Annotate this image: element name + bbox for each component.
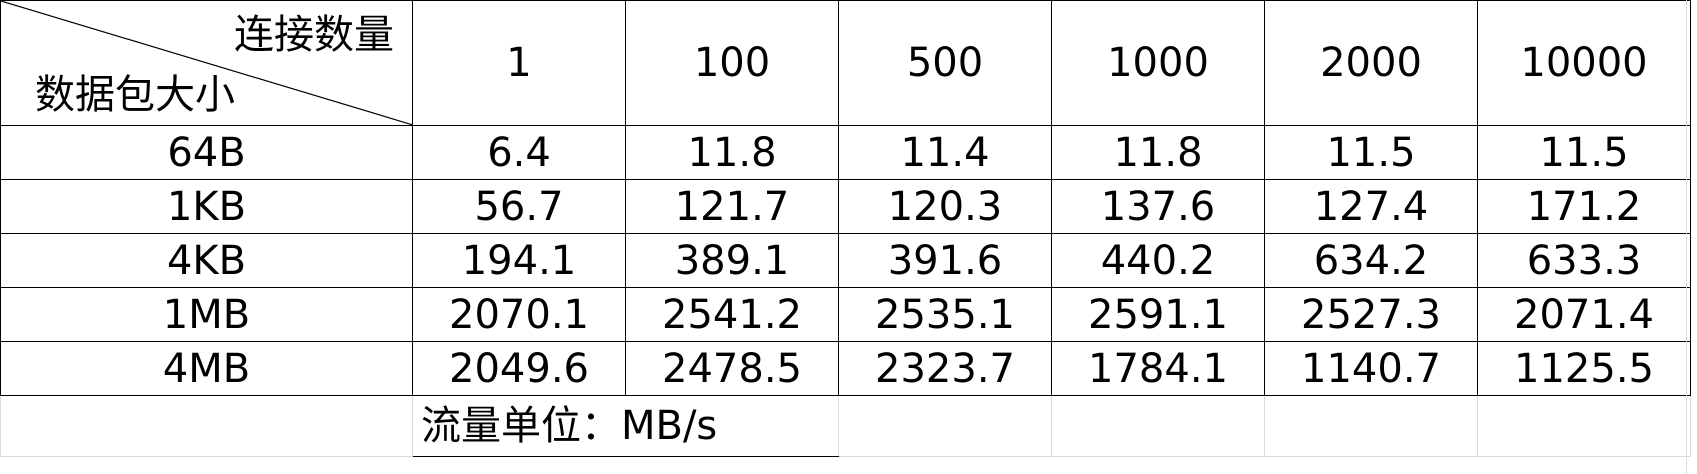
table-cell[interactable]: 56.7 [412,179,626,234]
table-row: 4MB 2049.6 2478.5 2323.7 1784.1 1140.7 1… [0,341,1691,396]
column-header[interactable]: 2000 [1264,0,1478,126]
table-cell[interactable]: 2527.3 [1264,287,1478,342]
table-row: 64B 6.4 11.8 11.4 11.8 11.5 11.5 [0,125,1691,180]
row-label[interactable]: 4KB [0,233,413,288]
row-label[interactable]: 1KB [0,179,413,234]
table-cell[interactable]: 1140.7 [1264,341,1478,396]
table-cell[interactable]: 633.3 [1477,233,1691,288]
column-header[interactable]: 1000 [1051,0,1265,126]
table-cell[interactable]: 1784.1 [1051,341,1265,396]
table-cell[interactable]: 171.2 [1477,179,1691,234]
table-cell[interactable]: 2541.2 [625,287,839,342]
table-cell[interactable]: 11.5 [1477,125,1691,180]
row-label[interactable]: 1MB [0,287,413,342]
corner-top-label: 连接数量 [234,12,394,58]
next-column-edge[interactable] [1686,0,1697,474]
table-row: 1MB 2070.1 2541.2 2535.1 2591.1 2527.3 2… [0,287,1691,342]
table-cell[interactable]: 2535.1 [838,287,1052,342]
empty-cell[interactable] [0,395,413,457]
table-cell[interactable]: 391.6 [838,233,1052,288]
column-header[interactable]: 100 [625,0,839,126]
table-cell[interactable]: 127.4 [1264,179,1478,234]
table-cell[interactable]: 389.1 [625,233,839,288]
table-cell[interactable]: 137.6 [1051,179,1265,234]
row-label[interactable]: 64B [0,125,413,180]
column-header[interactable]: 500 [838,0,1052,126]
table-cell[interactable]: 634.2 [1264,233,1478,288]
table-cell[interactable]: 2049.6 [412,341,626,396]
corner-bottom-label: 数据包大小 [35,72,235,118]
table-cell[interactable]: 2071.4 [1477,287,1691,342]
empty-cell[interactable] [1051,395,1265,457]
table-row: 1KB 56.7 121.7 120.3 137.6 127.4 171.2 [0,179,1691,234]
column-header[interactable]: 1 [412,0,626,126]
empty-cell[interactable] [1477,395,1691,457]
table-cell[interactable]: 11.8 [1051,125,1265,180]
table-row: 4KB 194.1 389.1 391.6 440.2 634.2 633.3 [0,233,1691,288]
unit-note[interactable]: 流量单位：MB/s [412,395,839,457]
table-cell[interactable]: 2070.1 [412,287,626,342]
throughput-table: 连接数量 数据包大小 1 100 500 1000 2000 10000 64B… [0,0,1691,457]
table-cell[interactable]: 2323.7 [838,341,1052,396]
corner-cell[interactable]: 连接数量 数据包大小 [0,0,413,126]
diagonal-divider [1,1,412,125]
table-cell[interactable]: 121.7 [625,179,839,234]
table-cell[interactable]: 11.4 [838,125,1052,180]
table-cell[interactable]: 11.5 [1264,125,1478,180]
table-cell[interactable]: 1125.5 [1477,341,1691,396]
table-cell[interactable]: 194.1 [412,233,626,288]
table-cell[interactable]: 6.4 [412,125,626,180]
column-header[interactable]: 10000 [1477,0,1691,126]
empty-cell[interactable] [838,395,1052,457]
table-cell[interactable]: 120.3 [838,179,1052,234]
table-cell[interactable]: 11.8 [625,125,839,180]
footnote-row: 流量单位：MB/s [0,395,1691,457]
table-cell[interactable]: 2591.1 [1051,287,1265,342]
header-row: 连接数量 数据包大小 1 100 500 1000 2000 10000 [0,0,1691,126]
table-cell[interactable]: 2478.5 [625,341,839,396]
row-label[interactable]: 4MB [0,341,413,396]
empty-cell[interactable] [1264,395,1478,457]
table-cell[interactable]: 440.2 [1051,233,1265,288]
